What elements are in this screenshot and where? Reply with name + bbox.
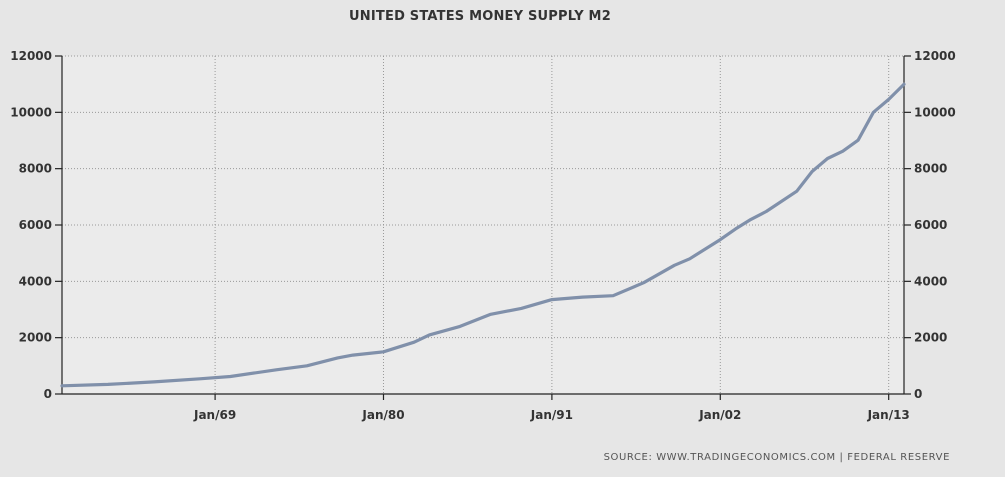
x-tick-label: Jan/02: [698, 408, 741, 422]
y-tick-label-left: 0: [44, 387, 52, 401]
grid-lines: [62, 55, 904, 394]
x-axis: Jan/69 Jan/80 Jan/91 Jan/02 Jan/13: [193, 394, 910, 422]
x-tick-label: Jan/91: [530, 408, 573, 422]
y-tick-label-left: 8000: [19, 162, 52, 176]
y-tick-label-left: 12000: [10, 49, 52, 63]
y-tick-label-right: 4000: [914, 274, 947, 288]
source-note: SOURCE: WWW.TRADINGECONOMICS.COM | FEDER…: [603, 452, 950, 463]
y-tick-label-left: 6000: [19, 218, 52, 232]
chart-title: UNITED STATES MONEY SUPPLY M2: [349, 9, 611, 24]
y-tick-label-right: 10000: [914, 105, 956, 119]
y-tick-label-right: 0: [914, 387, 922, 401]
y-tick-label-left: 2000: [19, 331, 52, 345]
y-axis-right: 0 2000 4000 6000 8000 10000 12000: [904, 49, 956, 401]
y-tick-label-left: 10000: [10, 105, 52, 119]
y-tick-label-left: 4000: [19, 274, 52, 288]
y-tick-label-right: 6000: [914, 218, 947, 232]
y-axis-left: 0 2000 4000 6000 8000 10000 12000: [10, 49, 62, 401]
y-tick-label-right: 2000: [914, 331, 947, 345]
plot-area: 0 2000 4000 6000 8000 10000 12000 0 2000 4000 600…: [10, 49, 956, 422]
x-tick-label: Jan/13: [867, 408, 910, 422]
x-tick-label: Jan/80: [361, 408, 404, 422]
series-line-m2: [60, 82, 906, 388]
y-tick-label-right: 12000: [914, 49, 956, 63]
x-tick-label: Jan/69: [193, 408, 236, 422]
y-tick-label-right: 8000: [914, 162, 947, 176]
